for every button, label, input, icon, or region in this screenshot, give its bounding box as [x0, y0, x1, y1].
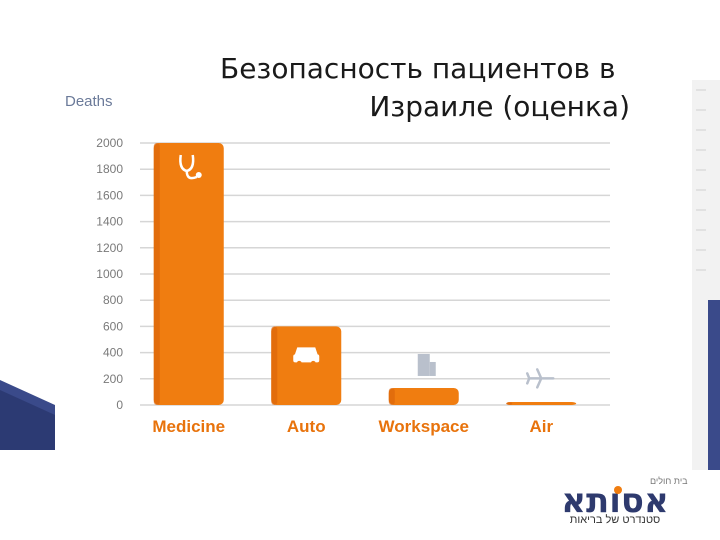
bar-chart: Deaths 200018001600140012001000800600400…: [65, 93, 610, 436]
title-line-1: Безопасность пациентов в: [220, 52, 616, 85]
bar-auto: [271, 326, 342, 405]
x-tick-label: Medicine: [152, 417, 225, 436]
stethoscope-icon: [179, 154, 202, 180]
x-tick-label: Workspace: [379, 417, 469, 436]
y-tick-label: 1800: [96, 162, 123, 176]
y-tick-label: 800: [103, 293, 123, 307]
bar-shade: [388, 387, 395, 405]
y-axis-title: Deaths: [65, 93, 113, 110]
brand-logo: אסותא: [561, 481, 669, 521]
bar-shade: [506, 402, 513, 405]
y-tick-label: 600: [103, 319, 123, 333]
airplane-icon: [526, 368, 555, 389]
bar-air: [506, 402, 577, 405]
x-tick-labels: Medicine Auto Workspace Air: [152, 417, 553, 436]
y-tick-label: 1200: [96, 241, 123, 255]
bar-shade: [271, 326, 278, 405]
y-tick-label: 2000: [96, 136, 123, 150]
y-tick-label: 200: [103, 372, 123, 386]
car-icon: [293, 347, 320, 366]
title-line-2: Израиле (оценка): [369, 90, 630, 123]
y-tick-label: 0: [116, 398, 123, 412]
bar-workspace: [388, 387, 459, 405]
brand-tagline: סטנדרט של בריאות: [569, 514, 661, 526]
y-tick-label: 1000: [96, 267, 123, 281]
y-tick-label: 1600: [96, 188, 123, 202]
right-decoration: [692, 80, 720, 470]
bar-icons: [179, 154, 555, 389]
left-decoration: [0, 380, 55, 450]
bar-shade: [153, 143, 160, 405]
x-tick-label: Auto: [287, 417, 326, 436]
y-tick-label: 400: [103, 346, 123, 360]
x-tick-label: Air: [529, 417, 553, 436]
brand-small-text: בית חולים: [650, 476, 688, 486]
y-tick-label: 1400: [96, 215, 123, 229]
slide-title: Безопасность пациентов в Израиле (оценка…: [200, 50, 630, 126]
bars: [153, 143, 577, 405]
bar-medicine: [153, 143, 224, 405]
building-icon: [417, 353, 436, 376]
